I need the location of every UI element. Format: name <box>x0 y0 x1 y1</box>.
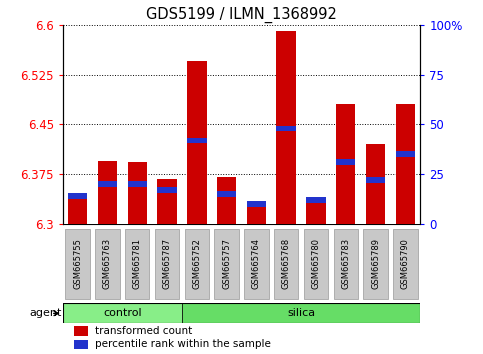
Text: GSM665787: GSM665787 <box>163 238 171 289</box>
Bar <box>276 32 296 224</box>
Bar <box>217 191 236 196</box>
Bar <box>68 193 87 199</box>
Text: GSM665763: GSM665763 <box>103 238 112 289</box>
Text: GSM665755: GSM665755 <box>73 238 82 289</box>
Bar <box>66 229 90 299</box>
Text: GSM665783: GSM665783 <box>341 238 350 289</box>
Bar <box>68 194 87 224</box>
Text: silica: silica <box>287 308 315 318</box>
Text: GSM665752: GSM665752 <box>192 238 201 289</box>
Text: GSM665768: GSM665768 <box>282 238 291 289</box>
Bar <box>396 104 415 224</box>
Bar <box>363 229 388 299</box>
Text: GSM665780: GSM665780 <box>312 238 320 289</box>
Bar <box>244 229 269 299</box>
Bar <box>63 303 182 323</box>
Bar <box>128 162 147 224</box>
Bar <box>157 179 177 224</box>
Bar <box>187 61 207 224</box>
Bar <box>306 197 326 224</box>
Bar <box>98 161 117 224</box>
Bar <box>304 229 328 299</box>
Text: GSM665781: GSM665781 <box>133 238 142 289</box>
Text: percentile rank within the sample: percentile rank within the sample <box>95 339 271 349</box>
Text: control: control <box>103 308 142 318</box>
Text: GSM665789: GSM665789 <box>371 238 380 289</box>
Text: GSM665790: GSM665790 <box>401 238 410 289</box>
Bar <box>396 152 415 157</box>
Bar <box>95 229 120 299</box>
Bar <box>217 177 236 224</box>
Bar <box>182 303 420 323</box>
Text: GSM665757: GSM665757 <box>222 238 231 289</box>
Bar <box>393 229 417 299</box>
Bar <box>155 229 179 299</box>
Bar <box>185 229 209 299</box>
Bar <box>125 229 149 299</box>
Bar <box>366 177 385 183</box>
Bar <box>306 197 326 202</box>
Bar <box>73 326 88 336</box>
Bar <box>334 229 358 299</box>
Bar <box>274 229 298 299</box>
Bar <box>187 138 207 143</box>
Bar <box>98 181 117 187</box>
Title: GDS5199 / ILMN_1368992: GDS5199 / ILMN_1368992 <box>146 7 337 23</box>
Text: agent: agent <box>29 308 61 318</box>
Bar <box>157 187 177 193</box>
Text: GSM665764: GSM665764 <box>252 238 261 289</box>
Bar <box>336 104 355 224</box>
Bar <box>276 126 296 131</box>
Bar <box>128 181 147 187</box>
Bar <box>214 229 239 299</box>
Bar <box>247 201 266 206</box>
Text: transformed count: transformed count <box>95 326 192 336</box>
Bar <box>247 201 266 224</box>
Bar <box>336 159 355 165</box>
Bar <box>366 144 385 224</box>
Bar <box>73 339 88 349</box>
